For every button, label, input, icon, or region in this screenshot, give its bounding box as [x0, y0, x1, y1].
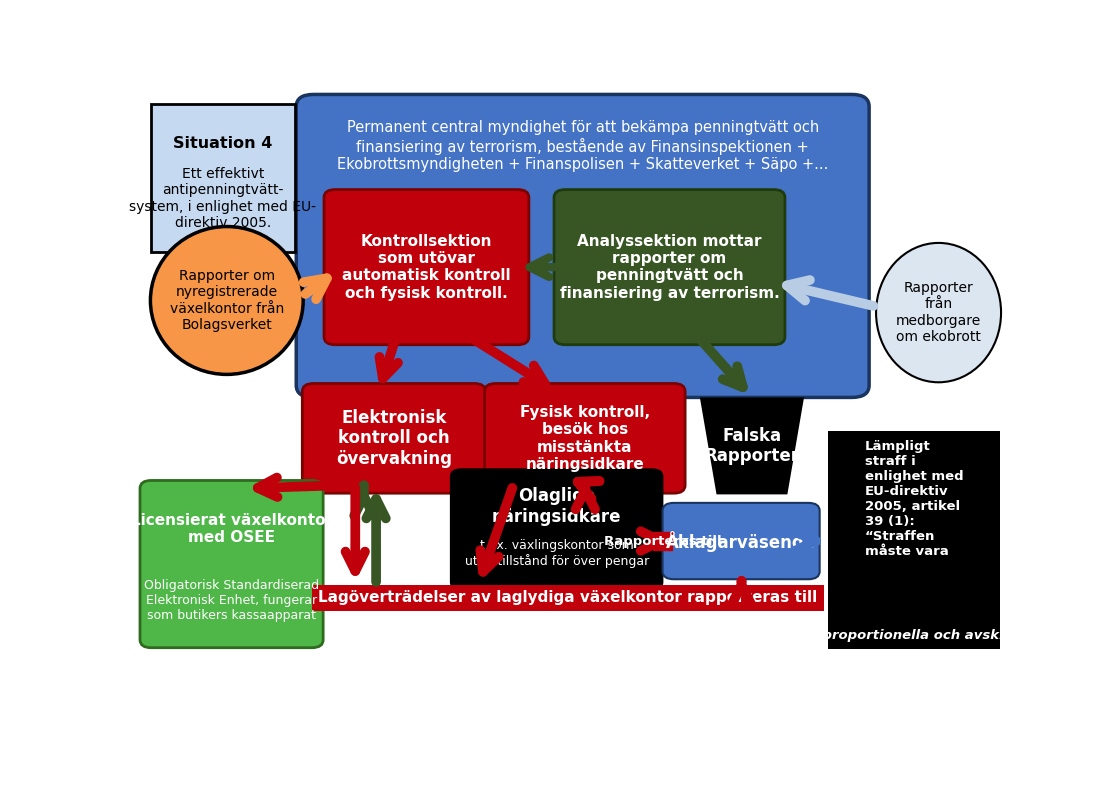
Text: Rapporter
från
medborgare
om ekobrott: Rapporter från medborgare om ekobrott [896, 281, 981, 344]
Text: Rapporter om
nyregistrerade
växelkontor från
Bolagsverket: Rapporter om nyregistrerade växelkontor … [169, 269, 284, 332]
FancyBboxPatch shape [554, 190, 785, 345]
FancyBboxPatch shape [485, 383, 685, 493]
Text: Kontrollsektion
som utövar
automatisk kontroll
och fysisk kontroll.: Kontrollsektion som utövar automatisk ko… [342, 234, 511, 301]
FancyBboxPatch shape [450, 468, 663, 590]
FancyBboxPatch shape [302, 383, 485, 493]
Ellipse shape [876, 243, 1001, 382]
Text: Licensierat växelkontor
med OSEE: Licensierat växelkontor med OSEE [131, 513, 333, 545]
FancyBboxPatch shape [140, 480, 324, 648]
Text: Lagöverträdelser av laglydiga växelkontor rapporteras till: Lagöverträdelser av laglydiga växelkonto… [318, 590, 818, 605]
Bar [653, 532, 672, 550]
Text: Situation 4: Situation 4 [174, 136, 272, 151]
FancyBboxPatch shape [663, 503, 820, 579]
Text: Rapporteras till: Rapporteras till [604, 534, 721, 548]
Text: Falska
Rapporter: Falska Rapporter [704, 427, 800, 465]
Text: Fysisk kontroll,
besök hos
misstänkta
näringsidkare: Fysisk kontroll, besök hos misstänkta nä… [520, 405, 650, 472]
Text: Permanent central myndighet för att bekämpa penningtvätt och
finansiering av ter: Permanent central myndighet för att bekä… [337, 120, 829, 172]
Text: Lämpligt
straff i
enlighet med
EU-direktiv
2005, artikel
39 (1):
“Straffen
måste: Lämpligt straff i enlighet med EU-direkt… [865, 440, 963, 558]
Text: Elektronisk
kontroll och
övervakning: Elektronisk kontroll och övervakning [336, 408, 451, 468]
Text: Åklagarväsende: Åklagarväsende [666, 530, 816, 552]
Polygon shape [700, 397, 804, 494]
Bar [151, 104, 295, 252]
Bar [311, 585, 824, 611]
FancyBboxPatch shape [324, 190, 529, 345]
Ellipse shape [150, 227, 304, 375]
Text: t.ex. växlingskontor som
utan tillstånd för över pengar: t.ex. växlingskontor som utan tillstånd … [465, 539, 648, 568]
Text: Analyssektion mottar
rapporter om
penningtvätt och
finansiering av terrorism.: Analyssektion mottar rapporter om pennin… [560, 234, 780, 301]
Text: effektiva, proportionella och avskräckande.”: effektiva, proportionella och avskräckan… [746, 629, 1082, 641]
Text: Olagliga
näringsidkare: Olagliga näringsidkare [492, 487, 622, 526]
Bar [829, 430, 1000, 649]
Text: Ett effektivt
antipenningtvätt-
system, i enlighet med EU-
direktiv 2005.: Ett effektivt antipenningtvätt- system, … [130, 168, 316, 230]
FancyBboxPatch shape [296, 94, 869, 397]
Text: Obligatorisk Standardiserad
Elektronisk Enhet, fungerar
som butikers kassaappara: Obligatorisk Standardiserad Elektronisk … [144, 579, 319, 622]
